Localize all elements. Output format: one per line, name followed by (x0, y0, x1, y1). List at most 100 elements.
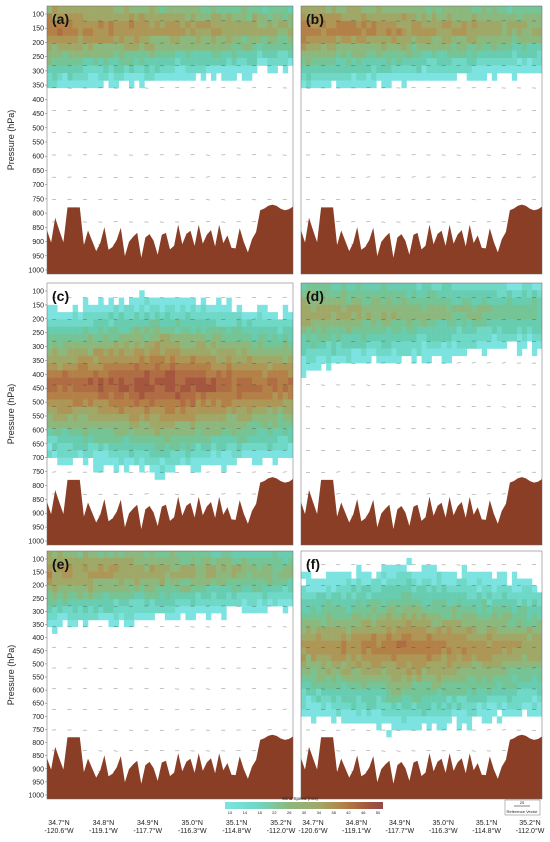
wind-cell (62, 443, 68, 451)
wind-cell (506, 283, 513, 291)
wind-cell (431, 702, 437, 710)
wind-cell (421, 688, 427, 696)
wind-cell (421, 599, 427, 607)
wind-cell (411, 58, 417, 66)
wind-cell (47, 312, 53, 320)
wind-cell (185, 377, 191, 386)
wind-cell (416, 619, 422, 628)
wind-cell (77, 20, 84, 29)
wind-cell (306, 319, 312, 327)
wind-cell (341, 35, 347, 44)
wind-cell (216, 606, 222, 614)
wind-cell (139, 290, 145, 298)
wind-cell (391, 688, 397, 696)
wind-cell (216, 557, 222, 566)
wind-cell (306, 695, 312, 703)
wind-cell (401, 695, 407, 703)
wind-cell (57, 457, 63, 466)
wind-cell (221, 43, 227, 51)
wind-cell (211, 428, 217, 437)
wind-cell (149, 578, 155, 586)
wind-cell (159, 421, 166, 429)
wind-cell (287, 384, 293, 393)
wind-cell (521, 619, 528, 628)
wind-cell (431, 333, 437, 342)
wind-cell (231, 557, 237, 566)
wind-cell (346, 640, 352, 648)
wind-cell (486, 654, 493, 662)
wind-cell (481, 619, 488, 628)
wind-cell (341, 326, 347, 335)
wind-cell (170, 312, 176, 320)
wind-cell (72, 377, 79, 386)
wind-cell (336, 290, 342, 298)
wind-cell (361, 73, 367, 81)
wind-cell (180, 450, 186, 458)
wind-cell (149, 571, 155, 579)
wind-cell (406, 297, 412, 306)
wind-cell (416, 585, 422, 593)
wind-cell (211, 341, 217, 349)
wind-cell (321, 13, 327, 22)
wind-vector (366, 198, 371, 200)
wind-cell (108, 450, 114, 458)
wind-cell (341, 592, 347, 600)
wind-cell (180, 28, 186, 37)
wind-cell (221, 599, 227, 607)
wind-cell (306, 619, 312, 628)
wind-cell (321, 688, 327, 696)
wind-cell (180, 377, 186, 386)
wind-cell (103, 428, 109, 437)
wind-cell (47, 414, 53, 422)
wind-cell (185, 406, 191, 415)
wind-cell (159, 384, 166, 393)
wind-cell (456, 613, 462, 621)
wind-cell (321, 709, 327, 717)
wind-cell (301, 355, 307, 364)
panel-label: (e) (52, 556, 69, 572)
wind-cell (331, 65, 337, 74)
wind-cell (451, 668, 457, 676)
wind-cell (180, 370, 186, 378)
wind-cell (123, 450, 130, 458)
wind-cell (451, 283, 457, 291)
wind-vector (351, 110, 356, 111)
wind-cell (441, 348, 447, 357)
wind-cell (231, 592, 237, 600)
wind-cell (356, 43, 362, 51)
wind-cell (88, 50, 94, 59)
wind-cell (277, 348, 284, 357)
wind-cell (501, 333, 508, 342)
wind-cell (123, 312, 130, 320)
wind-cell (139, 571, 145, 579)
wind-cell (391, 702, 397, 710)
wind-vector (98, 427, 103, 429)
wind-cell (401, 297, 407, 306)
wind-cell (180, 20, 186, 29)
wind-cell (466, 304, 473, 313)
wind-cell (306, 640, 312, 648)
wind-cell (316, 304, 322, 313)
wind-cell (246, 363, 253, 371)
wind-cell (371, 592, 377, 600)
wind-cell (396, 688, 402, 696)
wind-cell (421, 626, 427, 634)
wind-cell (98, 35, 104, 44)
wind-cell (139, 457, 145, 466)
wind-cell (406, 613, 412, 621)
wind-cell (336, 35, 342, 44)
wind-cell (301, 709, 307, 717)
wind-cell (301, 6, 307, 14)
wind-cell (456, 297, 462, 306)
wind-cell (103, 585, 109, 593)
wind-cell (170, 297, 176, 306)
wind-cell (406, 348, 412, 357)
wind-cell (149, 73, 155, 81)
wind-cell (236, 450, 243, 458)
wind-cell (326, 578, 332, 586)
wind-cell (451, 675, 457, 683)
wind-cell (311, 290, 317, 298)
wind-cell (481, 695, 488, 703)
wind-cell (521, 297, 528, 306)
wind-cell (531, 20, 538, 29)
